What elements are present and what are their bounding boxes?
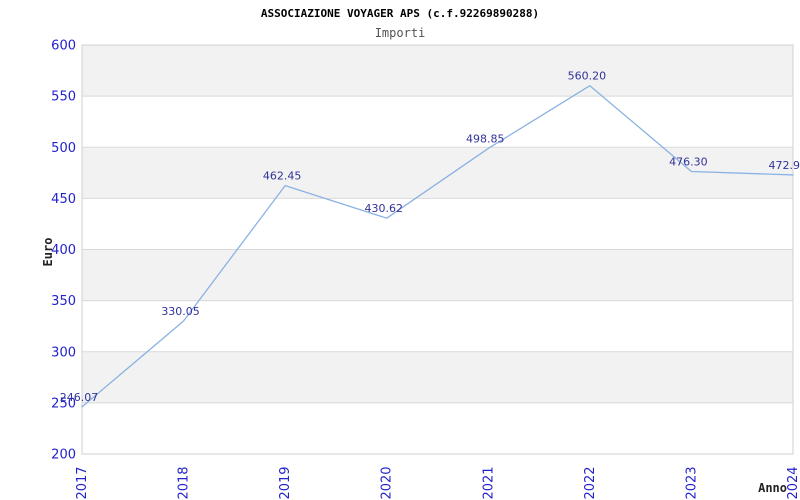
data-line — [81, 85, 794, 408]
y-tick-label: 200 — [51, 448, 76, 463]
x-tick-label: 2023 — [684, 466, 699, 499]
plot-band — [82, 351, 793, 403]
plot-band — [82, 249, 793, 301]
y-tick-label: 450 — [51, 192, 76, 207]
x-tick-label: 2020 — [380, 466, 395, 499]
x-tick-label: 2021 — [481, 466, 496, 499]
x-tick-label: 2018 — [177, 466, 192, 499]
point-label: 430.62 — [364, 202, 403, 215]
x-tick-label: 2017 — [75, 466, 90, 499]
point-label: 246.07 — [60, 391, 99, 404]
y-tick-label: 550 — [51, 90, 76, 105]
point-label: 462.45 — [263, 170, 302, 183]
point-label: 472.9 — [769, 159, 800, 172]
y-tick-label: 300 — [51, 345, 76, 360]
x-tick-label: 2022 — [583, 466, 598, 499]
plot-border — [81, 44, 794, 455]
plot-band — [82, 45, 793, 97]
y-axis-title: Euro — [41, 238, 55, 267]
point-label: 498.85 — [466, 132, 505, 145]
x-axis-title: Anno — [758, 481, 787, 495]
y-tick-label: 350 — [51, 294, 76, 309]
chart-subtitle: Importi — [374, 26, 426, 40]
y-tick-label: 400 — [51, 243, 76, 258]
x-tick-label: 2019 — [278, 466, 293, 499]
y-tick-label: 500 — [51, 141, 76, 156]
y-tick-label: 250 — [51, 396, 76, 411]
point-label: 560.20 — [568, 70, 607, 83]
x-tick-label: 2024 — [786, 466, 800, 499]
point-label: 330.05 — [161, 305, 200, 318]
chart-title: ASSOCIAZIONE VOYAGER APS (c.f.9226989028… — [260, 7, 540, 20]
point-label: 476.30 — [669, 155, 708, 168]
plot-band — [82, 147, 793, 199]
y-tick-label: 600 — [51, 39, 76, 54]
